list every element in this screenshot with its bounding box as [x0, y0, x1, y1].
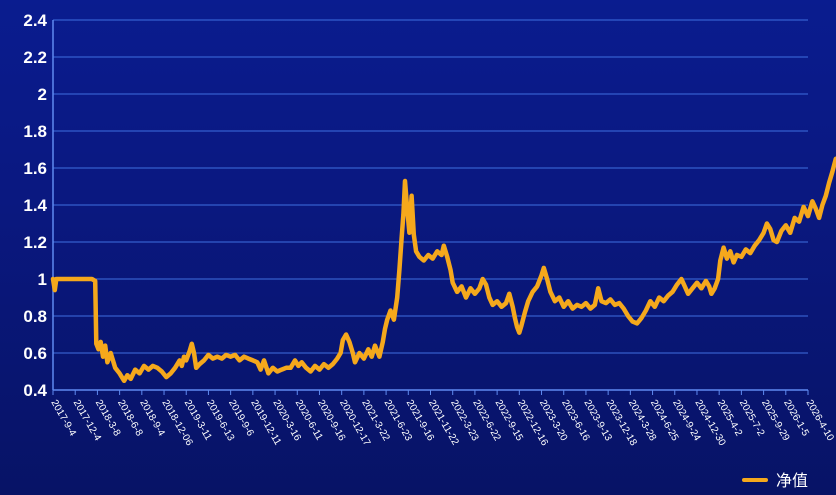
y-tick-label: 0.4: [23, 381, 47, 400]
y-tick-label: 0.6: [23, 344, 47, 363]
legend: 净值: [742, 471, 808, 490]
y-tick-label: 2.4: [23, 11, 47, 30]
y-tick-label: 1.2: [23, 233, 47, 252]
x-tick-labels: 2017-9-42017-12-42018-3-82018-6-82018-9-…: [48, 390, 836, 448]
series-group: [50, 156, 836, 384]
legend-label-nav: 净值: [776, 471, 808, 490]
y-tick-label: 0.8: [23, 307, 47, 326]
x-tick-label: 2026-4-10: [803, 398, 836, 443]
y-tick-label: 1.8: [23, 122, 47, 141]
y-tick-label: 2.2: [23, 48, 47, 67]
y-tick-labels: 0.4 0.6 0.8 1 1.2 1.4 1.6 1.8 2 2.2 2.4: [23, 11, 47, 400]
gridlines: [53, 19, 808, 391]
y-tick-label: 1.6: [23, 159, 47, 178]
y-tick-label: 2: [38, 85, 47, 104]
y-tick-label: 1.4: [23, 196, 47, 215]
y-tick-label: 1: [38, 270, 47, 289]
series-line-nav: [50, 156, 836, 384]
